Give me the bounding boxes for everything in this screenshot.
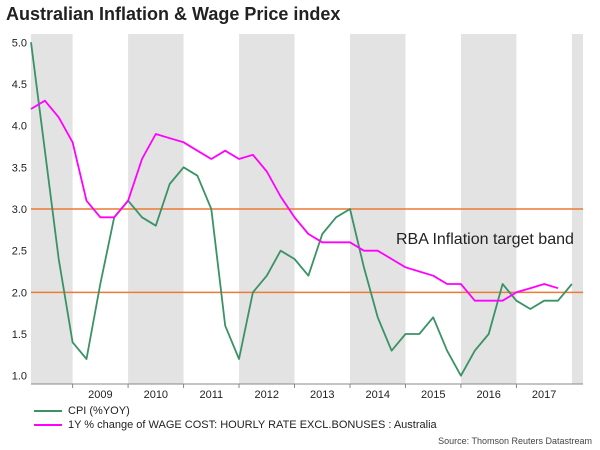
y-tick-label: 1.5 — [12, 329, 27, 341]
y-tick-label: 3.5 — [12, 162, 27, 174]
x-tick-label: 2014 — [365, 389, 389, 401]
legend-swatch-cpi — [34, 410, 62, 412]
y-axis-ticks: 1.0 1.5 2.0 2.5 3.0 3.5 4.0 4.5 5.0 — [12, 37, 27, 382]
y-tick-label: 2.5 — [12, 246, 27, 258]
y-tick-label: 2.0 — [12, 287, 27, 299]
x-axis-ticks: 2009 2010 2011 2012 2013 2014 2015 2016 2017 — [72, 384, 556, 401]
legend-item-wage: 1Y % change of WAGE COST: HOURLY RATE EX… — [34, 418, 437, 432]
legend: CPI (%YOY) 1Y % change of WAGE COST: HOU… — [34, 404, 437, 432]
y-tick-label: 5.0 — [12, 37, 27, 49]
legend-swatch-wage — [34, 424, 62, 426]
legend-item-cpi: CPI (%YOY) — [34, 404, 437, 418]
x-tick-label: 2009 — [88, 389, 112, 401]
x-tick-label: 2011 — [199, 389, 223, 401]
y-tick-label: 3.0 — [12, 204, 27, 216]
series-lines — [30, 42, 573, 377]
legend-label-wage: 1Y % change of WAGE COST: HOURLY RATE EX… — [68, 419, 437, 431]
y-tick-label: 1.0 — [12, 371, 27, 383]
wage-series-line — [30, 99, 559, 302]
source-note: Source: Thomson Reuters Datastream — [438, 436, 592, 446]
legend-label-cpi: CPI (%YOY) — [68, 405, 130, 417]
y-tick-label: 4.5 — [12, 79, 27, 91]
x-tick-label: 2016 — [476, 389, 500, 401]
target-band-annotation: RBA Inflation target band — [396, 231, 574, 248]
chart-title: Australian Inflation & Wage Price index — [6, 4, 341, 24]
y-tick-label: 4.0 — [12, 121, 27, 133]
reference-lines — [31, 208, 583, 294]
x-tick-label: 2010 — [144, 389, 168, 401]
x-tick-label: 2012 — [255, 389, 279, 401]
x-tick-label: 2015 — [421, 389, 445, 401]
x-tick-label: 2017 — [532, 389, 556, 401]
x-tick-label: 2013 — [310, 389, 334, 401]
